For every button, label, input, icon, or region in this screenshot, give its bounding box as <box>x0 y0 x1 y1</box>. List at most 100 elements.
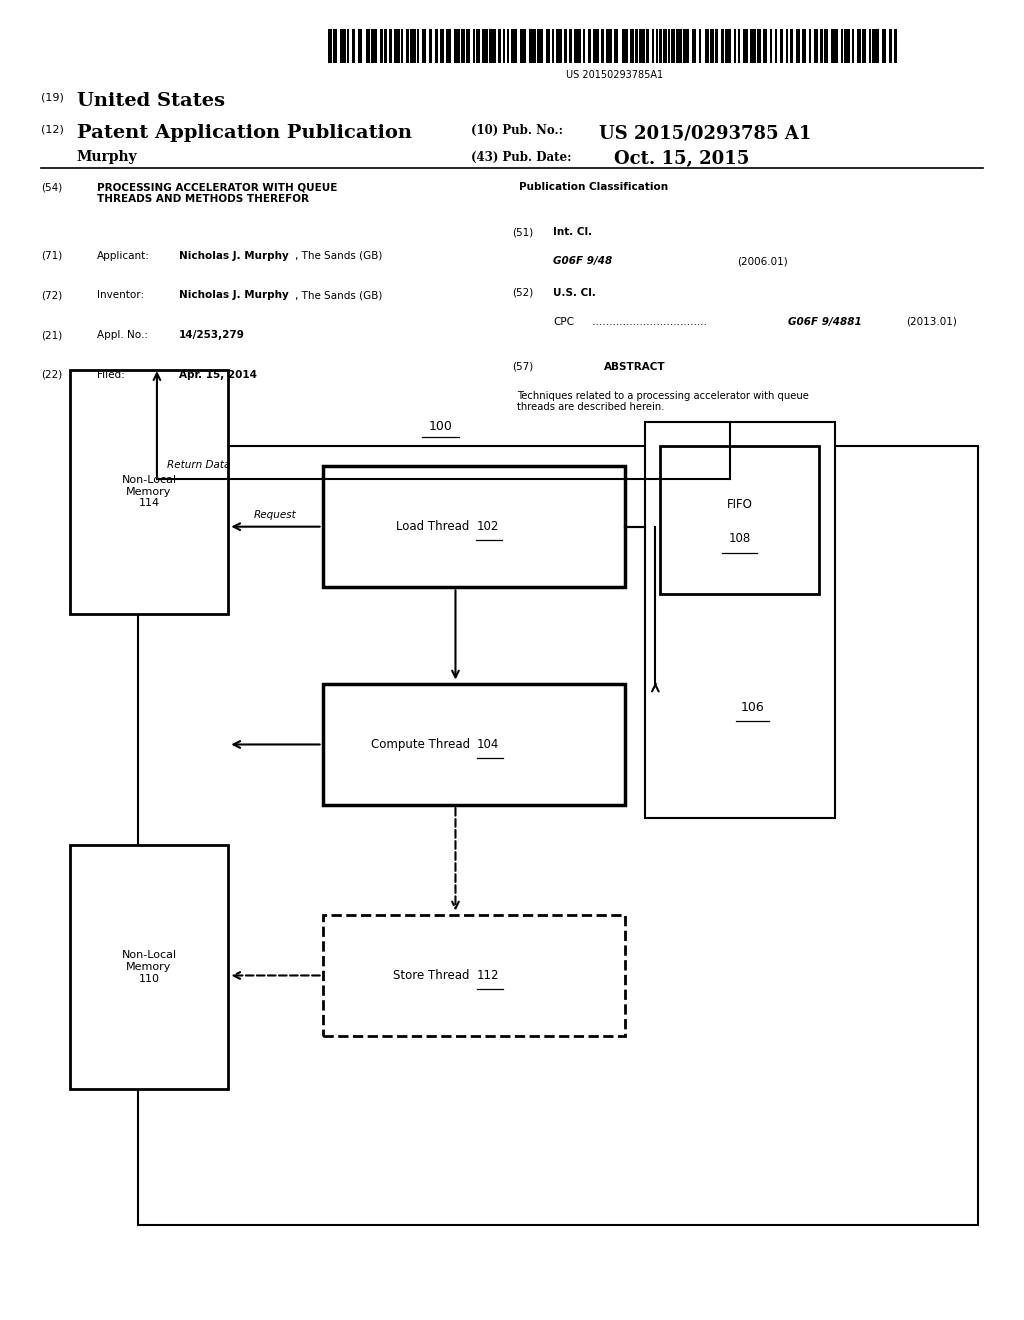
Bar <box>814 29 818 63</box>
Bar <box>347 29 349 63</box>
Bar <box>757 29 761 63</box>
Text: Non-Local
Memory
110: Non-Local Memory 110 <box>122 950 176 983</box>
Text: United States: United States <box>77 92 225 111</box>
Bar <box>574 29 581 63</box>
Bar <box>507 29 509 63</box>
Text: (51): (51) <box>512 227 534 238</box>
Bar <box>340 29 346 63</box>
Bar <box>461 29 465 63</box>
Text: US 2015/0293785 A1: US 2015/0293785 A1 <box>599 124 811 143</box>
Bar <box>473 29 475 63</box>
Bar <box>872 29 879 63</box>
Bar <box>820 29 823 63</box>
Text: G06F 9/48: G06F 9/48 <box>553 256 612 267</box>
Bar <box>862 29 866 63</box>
Bar <box>417 29 419 63</box>
Bar <box>371 29 377 63</box>
Bar <box>511 29 517 63</box>
FancyBboxPatch shape <box>138 446 978 1225</box>
Bar <box>333 29 337 63</box>
Text: (72): (72) <box>41 290 62 301</box>
Text: Techniques related to a processing accelerator with queue
threads are described : Techniques related to a processing accel… <box>517 391 809 412</box>
Text: 106: 106 <box>740 701 764 714</box>
Text: , The Sands (GB): , The Sands (GB) <box>295 251 383 261</box>
Bar <box>489 29 496 63</box>
Bar <box>366 29 370 63</box>
Bar <box>841 29 843 63</box>
Text: (57): (57) <box>512 362 534 372</box>
Bar <box>763 29 767 63</box>
Text: (71): (71) <box>41 251 62 261</box>
Bar <box>601 29 604 63</box>
Bar <box>401 29 403 63</box>
FancyBboxPatch shape <box>645 422 835 818</box>
FancyBboxPatch shape <box>70 370 228 614</box>
Bar <box>721 29 724 63</box>
Bar <box>710 29 714 63</box>
Bar <box>656 29 658 63</box>
Text: ..................................: .................................. <box>589 317 707 327</box>
Bar <box>882 29 886 63</box>
Bar <box>410 29 416 63</box>
Bar <box>498 29 501 63</box>
Bar <box>537 29 543 63</box>
Text: (21): (21) <box>41 330 62 341</box>
Bar <box>556 29 562 63</box>
Bar <box>406 29 409 63</box>
Text: 14/253,279: 14/253,279 <box>179 330 245 341</box>
Text: PROCESSING ACCELERATOR WITH QUEUE
THREADS AND METHODS THEREFOR: PROCESSING ACCELERATOR WITH QUEUE THREAD… <box>97 182 338 203</box>
Bar <box>705 29 709 63</box>
Bar <box>440 29 444 63</box>
Text: US 20150293785A1: US 20150293785A1 <box>566 70 663 81</box>
Text: (12): (12) <box>41 124 63 135</box>
Bar <box>652 29 654 63</box>
Text: Filed:: Filed: <box>97 370 125 380</box>
Text: Load Thread: Load Thread <box>396 520 473 533</box>
Text: Appl. No.:: Appl. No.: <box>97 330 148 341</box>
Bar <box>786 29 788 63</box>
Text: (2006.01): (2006.01) <box>737 256 788 267</box>
Text: (22): (22) <box>41 370 62 380</box>
Bar <box>552 29 554 63</box>
Text: Return Data: Return Data <box>167 459 230 470</box>
Bar <box>429 29 432 63</box>
Text: Publication Classification: Publication Classification <box>519 182 669 193</box>
Bar <box>671 29 675 63</box>
Bar <box>614 29 618 63</box>
Bar <box>663 29 667 63</box>
Bar <box>466 29 470 63</box>
Text: FIFO: FIFO <box>727 498 753 511</box>
Bar <box>476 29 480 63</box>
FancyBboxPatch shape <box>660 446 819 594</box>
Bar <box>635 29 638 63</box>
Bar <box>606 29 612 63</box>
Text: Compute Thread: Compute Thread <box>371 738 473 751</box>
Bar <box>622 29 628 63</box>
Bar <box>692 29 696 63</box>
Bar <box>831 29 838 63</box>
Bar <box>454 29 460 63</box>
Bar <box>583 29 585 63</box>
Bar <box>630 29 634 63</box>
Bar <box>446 29 451 63</box>
FancyBboxPatch shape <box>70 845 228 1089</box>
Bar <box>780 29 783 63</box>
Bar <box>683 29 689 63</box>
Text: , The Sands (GB): , The Sands (GB) <box>295 290 383 301</box>
Bar <box>869 29 871 63</box>
Bar <box>503 29 505 63</box>
FancyBboxPatch shape <box>323 466 625 587</box>
Bar <box>775 29 777 63</box>
Text: (52): (52) <box>512 288 534 298</box>
Bar <box>852 29 854 63</box>
Text: 112: 112 <box>477 969 499 982</box>
Bar <box>422 29 426 63</box>
Bar <box>529 29 536 63</box>
Bar <box>588 29 591 63</box>
Bar <box>743 29 748 63</box>
Text: Nicholas J. Murphy: Nicholas J. Murphy <box>179 251 289 261</box>
Text: ABSTRACT: ABSTRACT <box>604 362 666 372</box>
Bar <box>482 29 488 63</box>
FancyBboxPatch shape <box>323 684 625 805</box>
Bar <box>796 29 800 63</box>
